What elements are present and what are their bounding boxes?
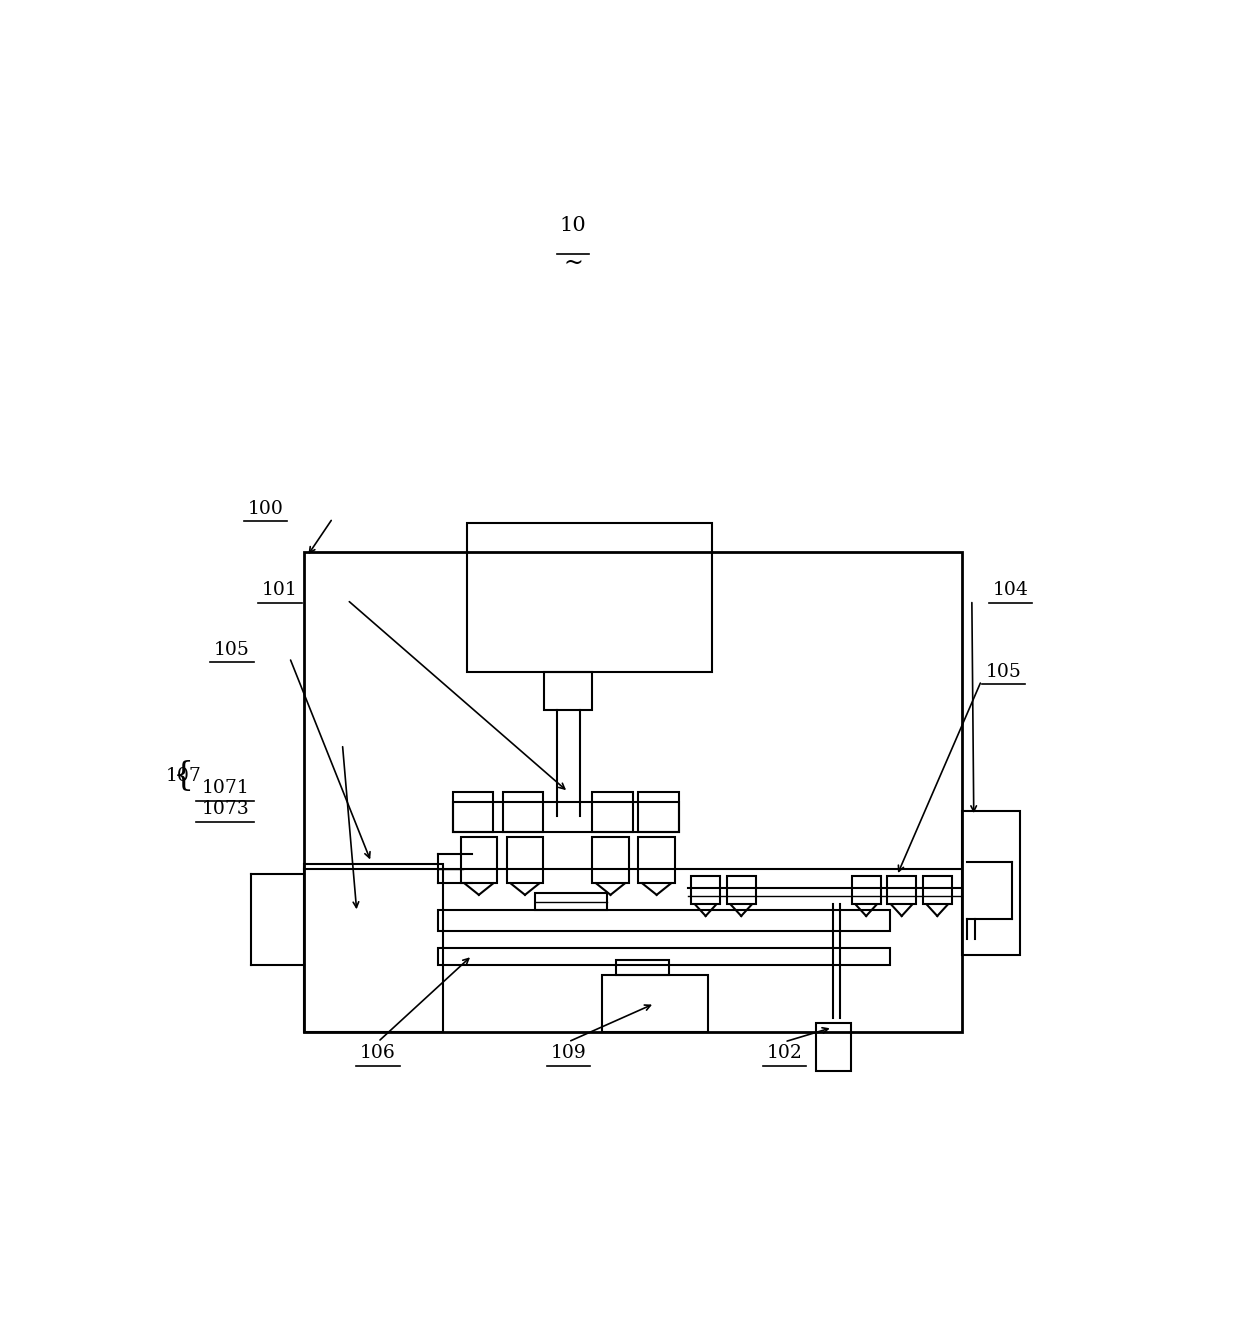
Bar: [507, 838, 543, 883]
Bar: [544, 671, 593, 710]
Bar: [852, 875, 880, 904]
Bar: [639, 792, 678, 832]
Text: 101: 101: [262, 582, 298, 599]
Bar: [503, 792, 543, 832]
Bar: [601, 974, 708, 1032]
Bar: [888, 875, 916, 904]
Bar: [962, 811, 1019, 955]
Text: 104: 104: [992, 582, 1028, 599]
Text: 100: 100: [248, 500, 284, 517]
Bar: [593, 838, 629, 883]
Text: 106: 106: [360, 1044, 396, 1063]
Text: 1073: 1073: [201, 800, 249, 819]
Bar: [460, 838, 497, 883]
Text: ~: ~: [563, 252, 583, 275]
Bar: [304, 552, 962, 1032]
Bar: [923, 875, 951, 904]
Text: 107: 107: [166, 766, 202, 785]
Bar: [304, 864, 444, 1032]
Bar: [727, 875, 755, 904]
Bar: [534, 892, 606, 910]
Bar: [453, 792, 494, 832]
Bar: [467, 523, 713, 671]
Text: 105: 105: [215, 641, 249, 659]
Bar: [691, 875, 720, 904]
Bar: [639, 838, 675, 883]
Bar: [616, 961, 670, 974]
Bar: [593, 792, 632, 832]
Bar: [439, 947, 890, 965]
Text: 109: 109: [551, 1044, 587, 1063]
Bar: [439, 910, 890, 931]
Text: 105: 105: [986, 663, 1022, 681]
Bar: [816, 1022, 851, 1071]
Text: 1071: 1071: [201, 779, 249, 797]
Bar: [453, 801, 678, 832]
Text: 102: 102: [766, 1044, 802, 1063]
Text: 10: 10: [559, 216, 587, 234]
Text: {: {: [174, 760, 195, 792]
